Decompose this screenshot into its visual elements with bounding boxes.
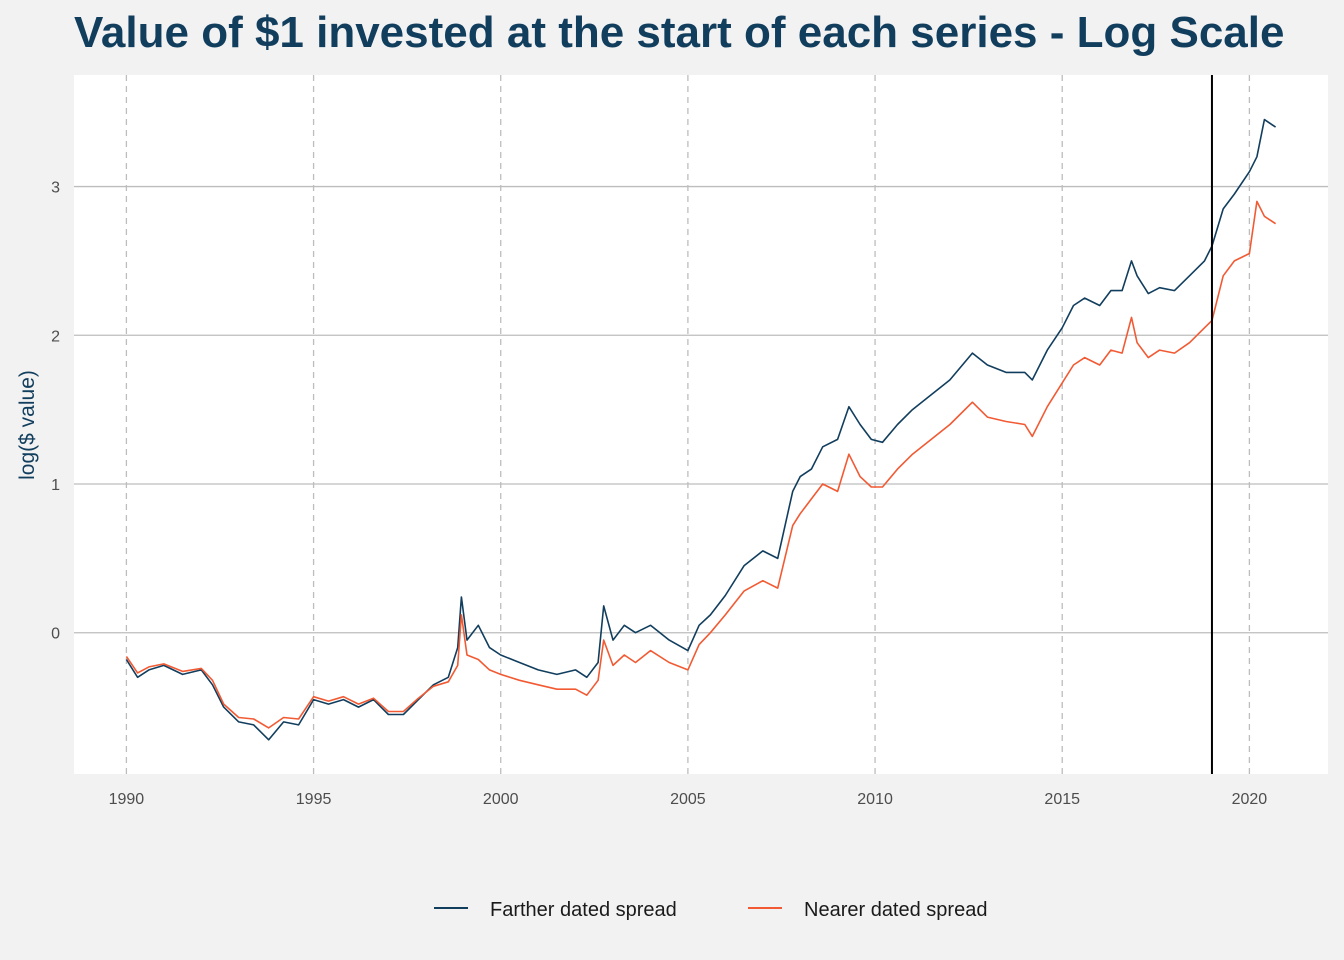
y-tick-label: 3: [51, 180, 60, 197]
y-axis-title: log($ value): [16, 370, 39, 480]
x-tick-label: 2000: [483, 791, 519, 808]
chart-title: Value of $1 invested at the start of eac…: [74, 8, 1285, 57]
tick-layer: 0 1 2 3 1990 1995 2000 2005 2010 2015 2020: [51, 180, 1267, 808]
y-tick-label: 1: [51, 477, 60, 494]
x-tick-label: 2015: [1044, 791, 1080, 808]
panel-background: [74, 75, 1328, 774]
series-line-1: [125, 118, 1277, 741]
x-tick-label: 1990: [109, 791, 145, 808]
grid-layer: [74, 75, 1328, 774]
x-tick-label: 1995: [296, 791, 332, 808]
legend: Farther dated spread Nearer dated spread: [434, 899, 987, 921]
series-layer: [125, 118, 1277, 741]
y-tick-label: 2: [51, 328, 60, 345]
x-tick-label: 2005: [670, 791, 706, 808]
legend-label: Farther dated spread: [490, 899, 677, 921]
series-line-2: [125, 200, 1277, 729]
y-tick-label: 0: [51, 626, 60, 643]
x-tick-label: 2020: [1232, 791, 1268, 808]
x-tick-label: 2010: [857, 791, 893, 808]
legend-label: Nearer dated spread: [804, 899, 987, 921]
